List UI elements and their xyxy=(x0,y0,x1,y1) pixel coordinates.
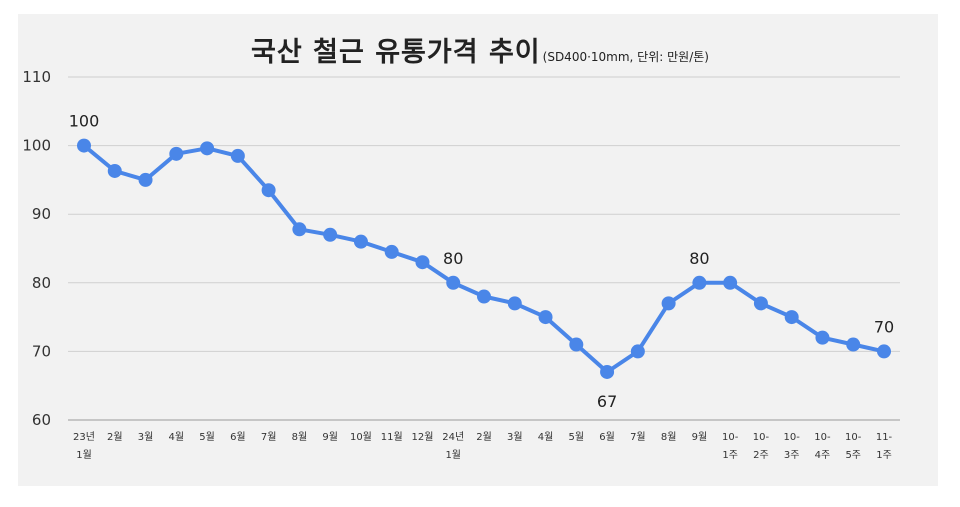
x-tick-label: 9월 xyxy=(692,431,708,443)
data-point xyxy=(323,227,338,242)
x-tick-label: 10월 xyxy=(350,431,372,443)
data-point xyxy=(230,148,245,163)
x-tick-label: 10-3주 xyxy=(784,432,801,461)
x-tick-label: 2월 xyxy=(476,431,492,443)
data-point xyxy=(723,275,738,290)
data-point xyxy=(753,296,768,311)
x-tick-label: 3월 xyxy=(507,431,523,443)
x-tick-label: 7월 xyxy=(261,431,277,443)
x-tick-label: 4월 xyxy=(538,431,554,443)
x-tick-label: 12월 xyxy=(411,431,433,443)
x-tick-label: 3월 xyxy=(138,431,154,443)
y-tick-label: 60 xyxy=(32,411,51,429)
series-line xyxy=(82,143,886,374)
y-tick-label: 110 xyxy=(22,68,51,86)
data-point xyxy=(200,141,215,156)
y-tick-label: 90 xyxy=(32,205,51,223)
x-tick-label: 5월 xyxy=(569,431,585,443)
series-price xyxy=(77,138,891,379)
chart-panel xyxy=(18,14,938,486)
data-point xyxy=(877,344,891,359)
x-tick-label: 10-2주 xyxy=(753,432,770,461)
data-point xyxy=(507,296,522,311)
data-label: 100 xyxy=(69,112,100,131)
data-point xyxy=(261,183,276,198)
x-tick-label: 2월 xyxy=(107,431,123,443)
x-tick-label: 11-1주 xyxy=(876,432,893,461)
data-labels: 100 80 67 80 70 xyxy=(69,112,894,411)
data-point xyxy=(138,172,153,187)
data-label: 70 xyxy=(874,317,894,336)
x-tick-label: 10-1주 xyxy=(722,432,739,461)
y-tick-label: 70 xyxy=(32,342,51,360)
gridlines xyxy=(68,76,900,421)
y-tick-label: 100 xyxy=(22,137,51,155)
x-tick-label: 23년 1월 xyxy=(73,431,95,461)
chart-title: 국산 철근 유통가격 추이 xyxy=(251,37,541,68)
y-axis-ticks: 60 70 80 90 100 110 xyxy=(22,68,51,429)
data-point xyxy=(846,337,861,352)
data-point xyxy=(384,244,399,259)
data-point xyxy=(415,255,430,270)
data-point xyxy=(446,275,461,290)
chart-title-block: 국산 철근 유통가격 추이 (SD400·10mm, 단위: 만원/톤) xyxy=(0,30,960,69)
x-tick-label: 6월 xyxy=(599,431,615,443)
x-tick-label: 7월 xyxy=(630,431,646,443)
x-tick-label: 5월 xyxy=(199,431,215,443)
x-tick-label: 11월 xyxy=(381,431,403,443)
data-point xyxy=(477,289,491,304)
data-point xyxy=(692,275,707,290)
data-point xyxy=(815,330,830,345)
data-point xyxy=(569,337,584,352)
x-tick-label: 24년 1월 xyxy=(442,431,464,461)
data-point xyxy=(107,163,122,178)
x-tick-label: 4월 xyxy=(169,431,185,443)
data-label: 80 xyxy=(689,249,709,268)
y-tick-label: 80 xyxy=(32,274,51,292)
x-tick-label: 10-5주 xyxy=(845,432,862,461)
data-point xyxy=(600,364,615,379)
data-point xyxy=(353,234,368,249)
data-point xyxy=(661,296,676,311)
chart-subtitle: (SD400·10mm, 단위: 만원/톤) xyxy=(542,50,709,64)
x-tick-label: 10-4주 xyxy=(814,432,831,461)
x-tick-label: 8월 xyxy=(292,431,308,443)
x-tick-label: 6월 xyxy=(230,431,246,443)
data-point xyxy=(77,138,91,153)
data-label: 80 xyxy=(443,249,463,268)
data-point xyxy=(784,310,799,325)
x-tick-label: 9월 xyxy=(322,431,338,443)
x-axis-ticks: 23년 1월 2월 3월 4월 5월 6월 7월 8월 9월 10월 11월 12월 24년 1월 2월 3월 4… xyxy=(73,431,893,461)
x-tick-label: 8월 xyxy=(661,431,677,443)
data-label: 67 xyxy=(597,392,617,411)
data-point xyxy=(292,222,307,237)
data-point xyxy=(169,146,184,161)
data-point xyxy=(630,344,645,359)
data-point xyxy=(538,310,553,325)
